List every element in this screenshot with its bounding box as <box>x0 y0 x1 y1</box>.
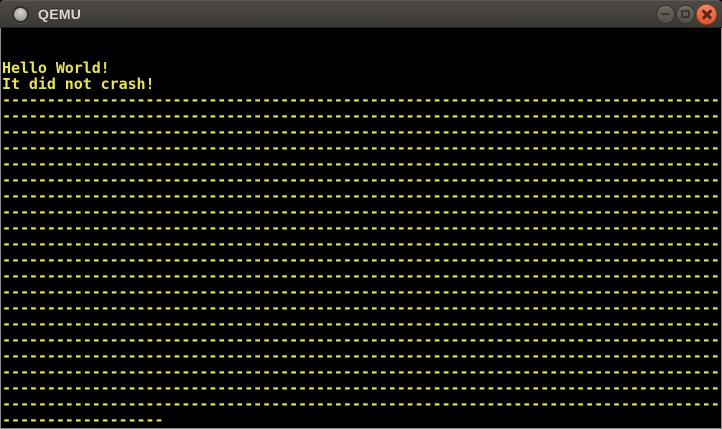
minimize-button[interactable] <box>656 4 675 24</box>
window-controls <box>656 3 717 25</box>
titlebar[interactable]: QEMU <box>0 0 722 28</box>
close-button[interactable] <box>696 3 717 25</box>
vga-screen[interactable]: Hello World! It did not crash! ---------… <box>1 28 721 428</box>
guest-display-frame: Hello World! It did not crash! ---------… <box>0 28 722 429</box>
window-icon <box>12 5 29 23</box>
window-title: QEMU <box>38 6 82 22</box>
maximize-button[interactable] <box>676 4 695 24</box>
cross-icon <box>701 8 713 20</box>
minus-icon <box>661 12 670 16</box>
square-icon <box>681 10 690 18</box>
